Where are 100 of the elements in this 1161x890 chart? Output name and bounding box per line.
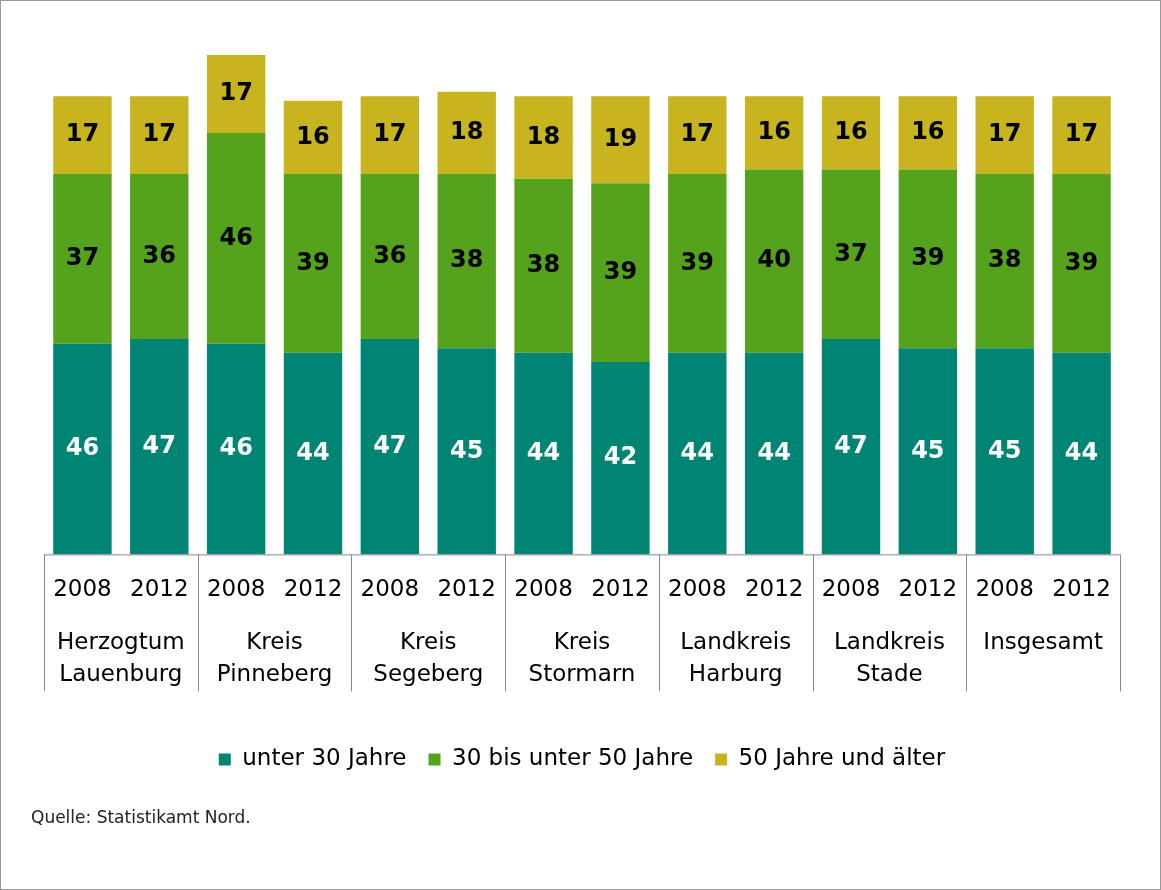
data-label: 19	[603, 123, 638, 152]
text: Kreis Pinneberg	[216, 628, 333, 687]
bar	[898, 348, 958, 555]
bar	[206, 132, 266, 344]
x-tick-label: 2008	[360, 575, 420, 602]
data-label: 36	[142, 240, 176, 269]
data-label: 38	[450, 245, 484, 274]
text: Landkreis Stade	[833, 628, 945, 687]
legend-label: unter 30 Jahre	[242, 744, 407, 771]
text: Herzogtum Lauenburg	[57, 628, 185, 687]
bar	[206, 343, 266, 555]
data-label: 17	[142, 119, 176, 148]
bar	[1052, 352, 1111, 555]
bar	[53, 174, 112, 344]
bar	[130, 96, 189, 175]
bar	[821, 169, 881, 340]
bar	[130, 174, 189, 340]
bar	[53, 343, 112, 555]
bar	[975, 96, 1034, 175]
data-label: 36	[373, 240, 407, 269]
data-label: 45	[911, 435, 945, 464]
data-label: 18	[526, 121, 561, 150]
bar	[360, 174, 420, 340]
bar	[283, 100, 343, 175]
legend-label: 50 Jahre und älter	[738, 744, 946, 771]
data-label: 39	[1064, 247, 1099, 276]
text: Kreis Stormarn	[528, 628, 636, 687]
bar	[975, 348, 1034, 555]
bar	[130, 339, 189, 555]
data-label: 46	[65, 433, 100, 462]
bar	[591, 183, 650, 362]
bar	[283, 352, 343, 555]
legend-label: 30 bis unter 50 Jahre	[452, 744, 694, 771]
bar	[898, 169, 958, 349]
bar	[668, 352, 727, 555]
data-label: 39	[296, 247, 330, 276]
bar	[283, 174, 343, 353]
data-label: 46	[219, 222, 253, 251]
bar	[437, 348, 496, 555]
data-label: 44	[680, 437, 714, 466]
bar	[1052, 96, 1111, 175]
bar	[360, 339, 420, 555]
bar	[514, 96, 573, 179]
data-label: 47	[834, 430, 868, 459]
bar	[744, 169, 804, 353]
bar	[437, 174, 496, 349]
data-label: 37	[834, 238, 868, 267]
data-label: 47	[373, 430, 407, 459]
bar	[744, 96, 804, 170]
bar	[206, 55, 266, 133]
data-label: 44	[296, 437, 330, 466]
data-label: 17	[373, 119, 407, 148]
bar	[514, 178, 573, 353]
x-tick-label: 2008	[975, 575, 1034, 602]
x-tick-label: 2008	[668, 575, 727, 602]
data-label: 17	[219, 78, 253, 107]
x-tick-label: 2008	[821, 575, 881, 602]
data-label: 38	[988, 245, 1022, 274]
x-tick-label: 2012	[130, 575, 189, 602]
data-label: 47	[142, 430, 176, 459]
bar	[668, 96, 727, 175]
x-tick-label: 2012	[744, 575, 804, 602]
data-label: 38	[526, 249, 561, 278]
bar	[591, 96, 650, 184]
data-label: 16	[911, 117, 945, 146]
data-label: 17	[680, 119, 714, 148]
x-tick-label: 2012	[1052, 575, 1111, 602]
source-note: Quelle: Statistikamt Nord.	[31, 807, 251, 827]
text: Landkreis Harburg	[680, 628, 792, 687]
data-label: 16	[296, 121, 330, 150]
bar	[1052, 174, 1111, 353]
bar	[53, 96, 112, 175]
data-label: 39	[603, 256, 638, 285]
bar	[898, 96, 958, 170]
data-label: 16	[834, 117, 868, 146]
x-tick-label: 2008	[53, 575, 112, 602]
x-tick-label: 2008	[206, 575, 266, 602]
data-label: 39	[680, 247, 714, 276]
x-tick-label: 2012	[591, 575, 650, 602]
data-label: 17	[988, 119, 1022, 148]
text: Insgesamt	[983, 628, 1103, 655]
bar	[821, 96, 881, 170]
data-label: 44	[1064, 437, 1099, 466]
bar	[360, 96, 420, 175]
data-label: 45	[988, 435, 1022, 464]
data-label: 37	[65, 243, 100, 272]
bar	[514, 352, 573, 555]
bar	[975, 174, 1034, 349]
data-label: 45	[450, 435, 484, 464]
x-tick-label: 2012	[898, 575, 958, 602]
bar	[744, 352, 804, 555]
data-label: 17	[1064, 119, 1099, 148]
bar	[668, 174, 727, 353]
data-label: 42	[603, 442, 638, 471]
x-tick-label: 2012	[437, 575, 496, 602]
data-label: 17	[65, 119, 100, 148]
data-label: 39	[911, 243, 945, 272]
data-label: 40	[757, 245, 791, 274]
bar	[437, 91, 496, 175]
bar	[821, 339, 881, 555]
